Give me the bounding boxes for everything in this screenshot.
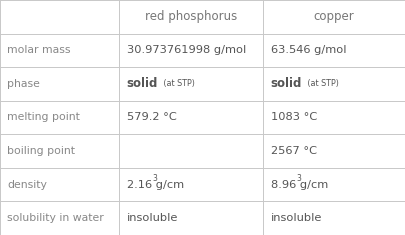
- Text: 63.546 g/mol: 63.546 g/mol: [271, 45, 346, 55]
- Text: insoluble: insoluble: [127, 213, 178, 223]
- Text: (at STP): (at STP): [161, 79, 195, 88]
- Text: (at STP): (at STP): [305, 79, 339, 88]
- Text: phase: phase: [7, 79, 40, 89]
- Text: 2567 °C: 2567 °C: [271, 146, 317, 156]
- Text: melting point: melting point: [7, 113, 80, 122]
- Text: solid: solid: [127, 77, 158, 90]
- Text: 30.973761998 g/mol: 30.973761998 g/mol: [127, 45, 246, 55]
- Text: density: density: [7, 180, 47, 190]
- Text: red phosphorus: red phosphorus: [145, 10, 237, 23]
- Text: 579.2 °C: 579.2 °C: [127, 113, 177, 122]
- Text: 2.16 g/cm: 2.16 g/cm: [127, 180, 184, 190]
- Text: 3: 3: [152, 174, 157, 183]
- Text: molar mass: molar mass: [7, 45, 71, 55]
- Text: 8.96 g/cm: 8.96 g/cm: [271, 180, 328, 190]
- Text: solid: solid: [271, 77, 302, 90]
- Text: copper: copper: [314, 10, 354, 23]
- Text: solubility in water: solubility in water: [7, 213, 104, 223]
- Text: 1083 °C: 1083 °C: [271, 113, 317, 122]
- Text: 3: 3: [296, 174, 301, 183]
- Text: insoluble: insoluble: [271, 213, 322, 223]
- Text: boiling point: boiling point: [7, 146, 75, 156]
